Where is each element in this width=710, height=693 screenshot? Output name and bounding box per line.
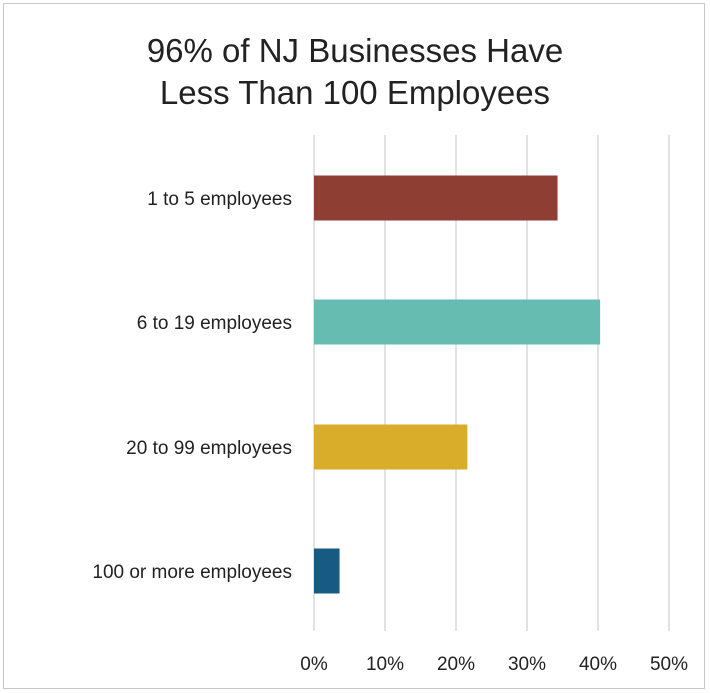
x-tick-label-0: 0% bbox=[300, 654, 328, 675]
x-tick-label-2: 20% bbox=[437, 654, 475, 675]
x-tick-label-3: 30% bbox=[508, 654, 546, 675]
chart-title: 96% of NJ Businesses Have Less Than 100 … bbox=[0, 30, 710, 114]
chart-title-line-1: 96% of NJ Businesses Have bbox=[146, 32, 564, 69]
bar-1 bbox=[314, 299, 601, 345]
x-tick-label-1: 10% bbox=[366, 654, 404, 675]
bar-3 bbox=[314, 548, 340, 594]
bar-2 bbox=[314, 424, 468, 470]
bar-0 bbox=[314, 175, 558, 221]
category-label-1: 6 to 19 employees bbox=[137, 313, 292, 334]
category-label-3: 100 or more employees bbox=[92, 562, 292, 583]
category-label-2: 20 to 99 employees bbox=[126, 438, 292, 459]
x-tick-label-5: 50% bbox=[650, 654, 688, 675]
chart-title-line-2: Less Than 100 Employees bbox=[159, 74, 551, 111]
x-tick-label-4: 40% bbox=[579, 654, 617, 675]
chart-frame bbox=[3, 3, 705, 689]
category-label-0: 1 to 5 employees bbox=[147, 189, 292, 210]
